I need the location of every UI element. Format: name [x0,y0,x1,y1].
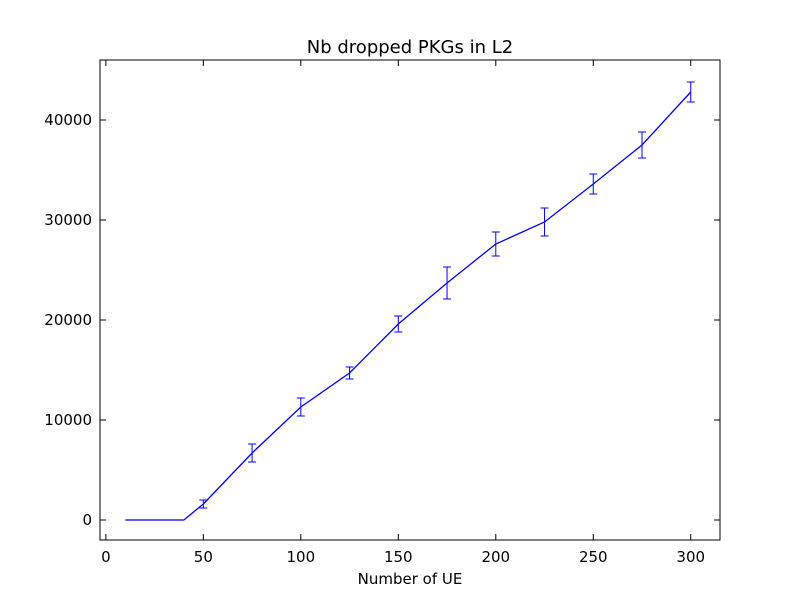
x-axis-label: Number of UE [358,570,463,588]
plot-area [100,60,720,540]
ticks-layer: 0 50 100 150 200 250 300 0 10000 20000 30000 40000 [44,60,720,566]
y-tick-label: 30000 [44,211,92,229]
y-tick-label: 40000 [44,111,92,129]
y-tick-label: 10000 [44,411,92,429]
series-layer [125,81,695,521]
y-tick-label: 20000 [44,311,92,329]
y-tick-label: 0 [82,511,92,529]
error-bar [686,81,695,103]
x-tick-label: 150 [384,548,413,566]
x-tick-label: 300 [676,548,705,566]
error-bar [345,366,354,380]
error-bar [296,397,305,417]
x-tick-label: 50 [194,548,213,566]
error-bar [638,131,647,159]
chart-title: Nb dropped PKGs in L2 [307,37,513,58]
error-bar [589,173,598,195]
error-bar [443,266,452,300]
x-tick-label: 0 [101,548,111,566]
error-bar [540,207,549,237]
x-tick-label: 250 [579,548,608,566]
plot-frame [99,59,721,541]
x-tick-label: 100 [286,548,315,566]
error-bar [248,443,257,463]
error-bar [491,231,500,257]
x-tick-label: 200 [481,548,510,566]
error-bar [394,315,403,333]
error-bar [199,499,208,509]
